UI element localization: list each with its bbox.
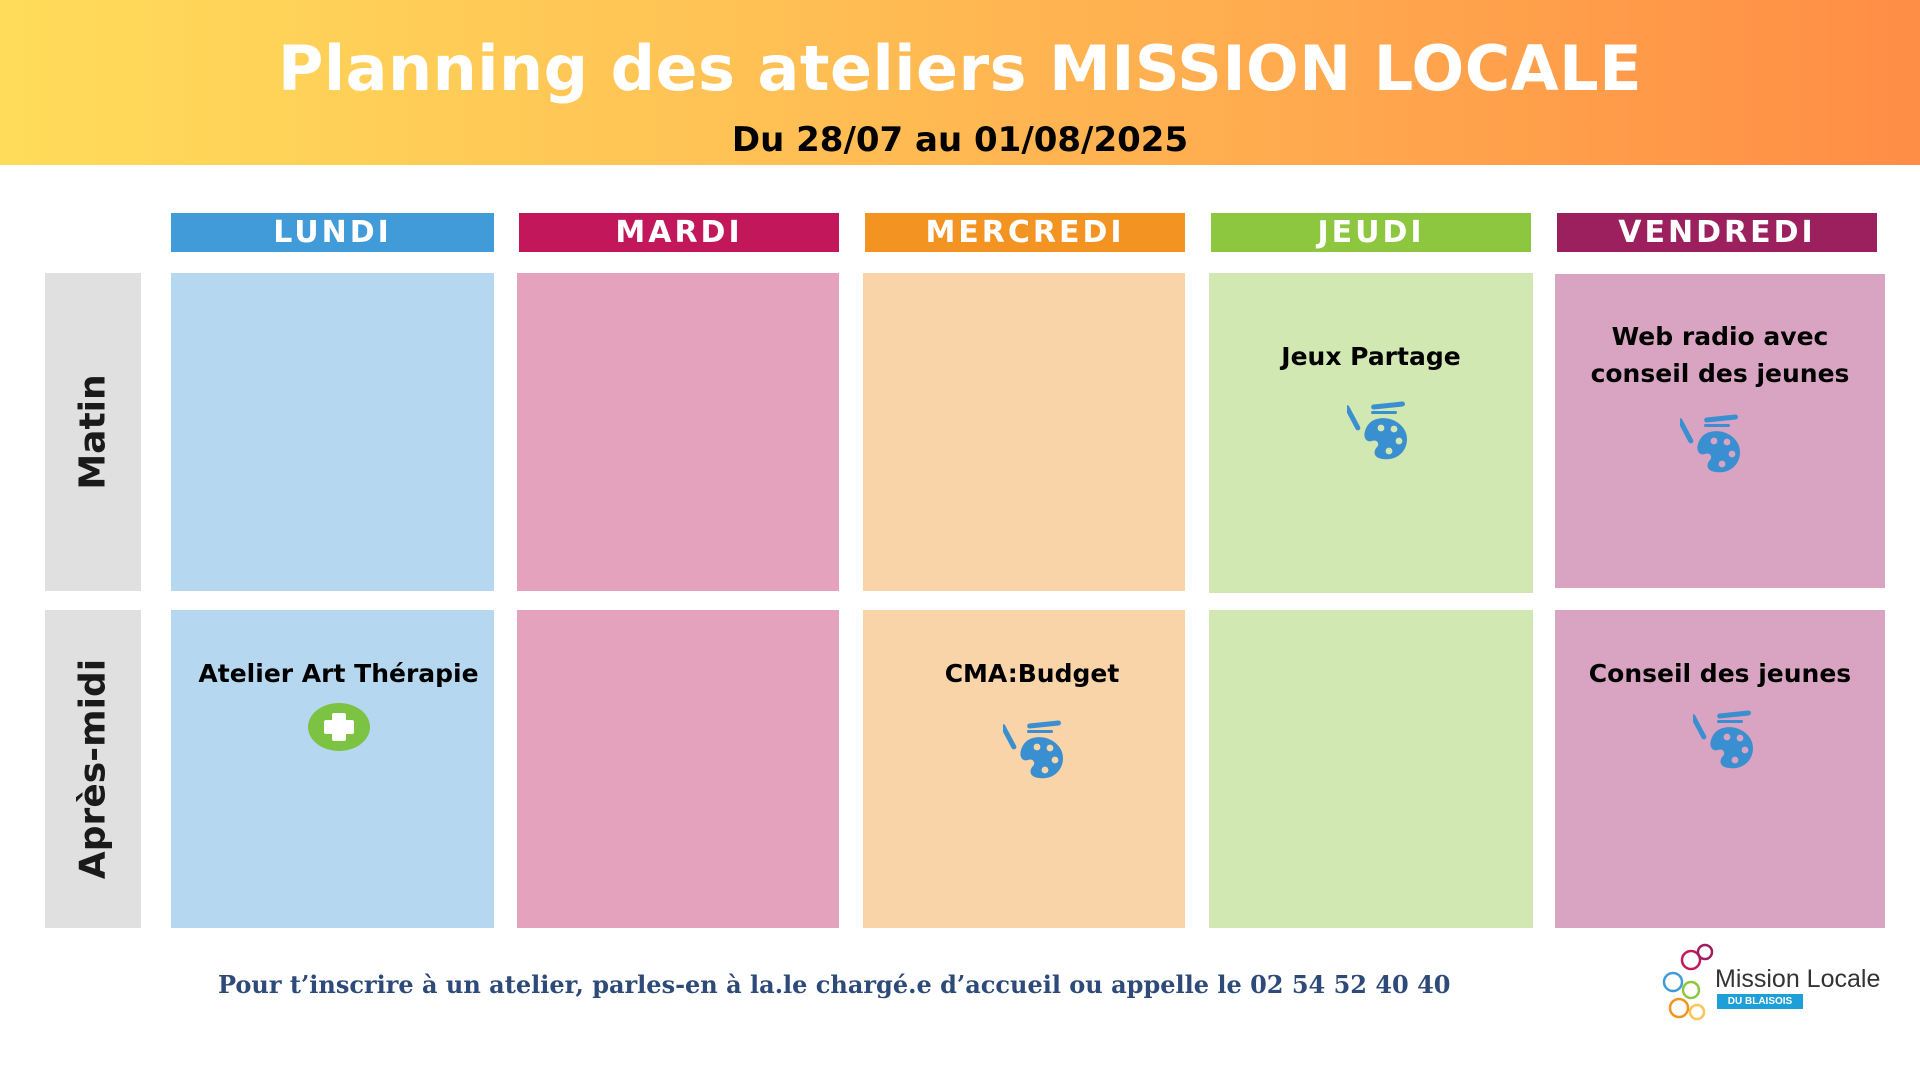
row-label-apres-midi-text: Après-midi [72, 658, 114, 880]
logo-rings-icon [1662, 943, 1714, 1021]
palette-icon [1347, 401, 1407, 460]
cell-matin-vendredi: Web radio avec conseil des jeunes [1555, 274, 1885, 588]
cell-apres-midi-mardi [517, 610, 839, 928]
day-header-mardi: MARDI [519, 213, 839, 252]
cell-apres-midi-lundi: Atelier Art Thérapie [171, 610, 494, 928]
day-header-lundi: LUNDI [171, 213, 494, 252]
cell-matin-lundi [171, 273, 494, 591]
cell-apres-midi-jeudi [1209, 610, 1533, 928]
palette-icon [1680, 414, 1740, 473]
logo-name: Mission Locale [1715, 965, 1881, 993]
cell-apres-midi-mercredi: CMA:Budget [863, 610, 1185, 928]
day-header-jeudi: JEUDI [1211, 213, 1531, 252]
registration-footer: Pour t’inscrire à un atelier, parles-en … [218, 970, 1451, 999]
workshop-title-line1: Web radio avec [1611, 322, 1829, 351]
row-label-matin: Matin [45, 273, 141, 591]
health-cross-icon [308, 703, 370, 751]
day-header-vendredi: VENDREDI [1557, 213, 1877, 252]
cell-matin-mardi [517, 273, 839, 591]
row-label-apres-midi: Après-midi [45, 610, 141, 928]
logo-badge: DU BLAISOIS [1717, 994, 1803, 1009]
palette-icon [1693, 710, 1753, 769]
workshop-title: Jeux Partage [1281, 342, 1461, 371]
mission-locale-logo: Mission Locale DU BLAISOIS [1655, 940, 1880, 1030]
workshop-title: Conseil des jeunes [1588, 659, 1852, 688]
header-banner [0, 0, 1920, 165]
page-title: Planning des ateliers MISSION LOCALE [277, 32, 1643, 105]
cell-matin-mercredi [863, 273, 1185, 591]
cell-matin-jeudi: Jeux Partage [1209, 273, 1533, 593]
day-header-mercredi: MERCREDI [865, 213, 1185, 252]
cell-apres-midi-vendredi: Conseil des jeunes [1555, 610, 1885, 928]
workshop-title-line2: conseil des jeunes [1590, 359, 1850, 388]
date-range-subtitle: Du 28/07 au 01/08/2025 [731, 120, 1189, 160]
palette-icon [1003, 720, 1063, 779]
row-label-matin-text: Matin [72, 374, 114, 490]
workshop-title: CMA:Budget [944, 659, 1120, 688]
workshop-title: Atelier Art Thérapie [198, 659, 479, 688]
